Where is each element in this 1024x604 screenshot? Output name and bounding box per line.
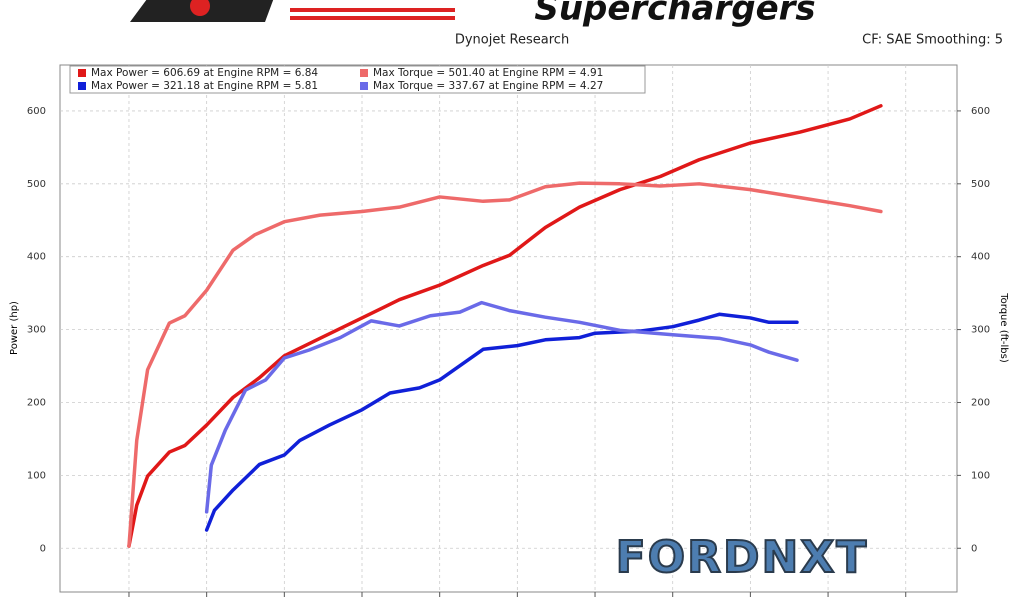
y2-axis-label: Torque (ft-lbs)	[998, 292, 1009, 363]
legend	[69, 65, 646, 94]
y-axis-label: Power (hp)	[9, 301, 20, 355]
legend-label: Max Torque = 337.67 at Engine RPM = 4.27	[373, 80, 603, 92]
series-line	[127, 104, 883, 548]
y-tick-label: 600	[27, 106, 46, 117]
legend-label: Max Power = 606.69 at Engine RPM = 6.84	[91, 67, 318, 79]
y-tick-label: 300	[27, 325, 46, 336]
y-tick-label: 400	[27, 252, 46, 263]
y2-tick-label: 500	[971, 179, 990, 190]
plot-area	[59, 64, 958, 593]
source: Dynojet Research	[455, 33, 569, 48]
y2-tick-label: 600	[971, 106, 990, 117]
y2-tick-label: 400	[971, 252, 990, 263]
watermark: FORDNXT	[616, 532, 869, 583]
y-tick-label: 0	[40, 543, 46, 554]
legend-swatch	[78, 82, 86, 90]
y2-tick-label: 200	[971, 397, 990, 408]
legend-label: Max Torque = 501.40 at Engine RPM = 4.91	[373, 67, 603, 79]
brand: Superchargers	[534, 0, 815, 29]
legend-swatch	[360, 82, 368, 90]
series-line	[204, 300, 799, 514]
legend-swatch	[78, 69, 86, 77]
y2-tick-label: 0	[971, 543, 977, 554]
y2-tick-label: 300	[971, 325, 990, 336]
series-line	[204, 312, 799, 532]
series-line	[127, 181, 883, 548]
y-tick-label: 100	[27, 470, 46, 481]
logo	[130, 0, 455, 22]
legend-swatch	[360, 69, 368, 77]
y2-tick-label: 100	[971, 470, 990, 481]
settings: CF: SAE Smoothing: 5	[862, 33, 1003, 48]
y-tick-label: 200	[27, 397, 46, 408]
legend-label: Max Power = 321.18 at Engine RPM = 5.81	[91, 80, 318, 92]
y-tick-label: 500	[27, 179, 46, 190]
